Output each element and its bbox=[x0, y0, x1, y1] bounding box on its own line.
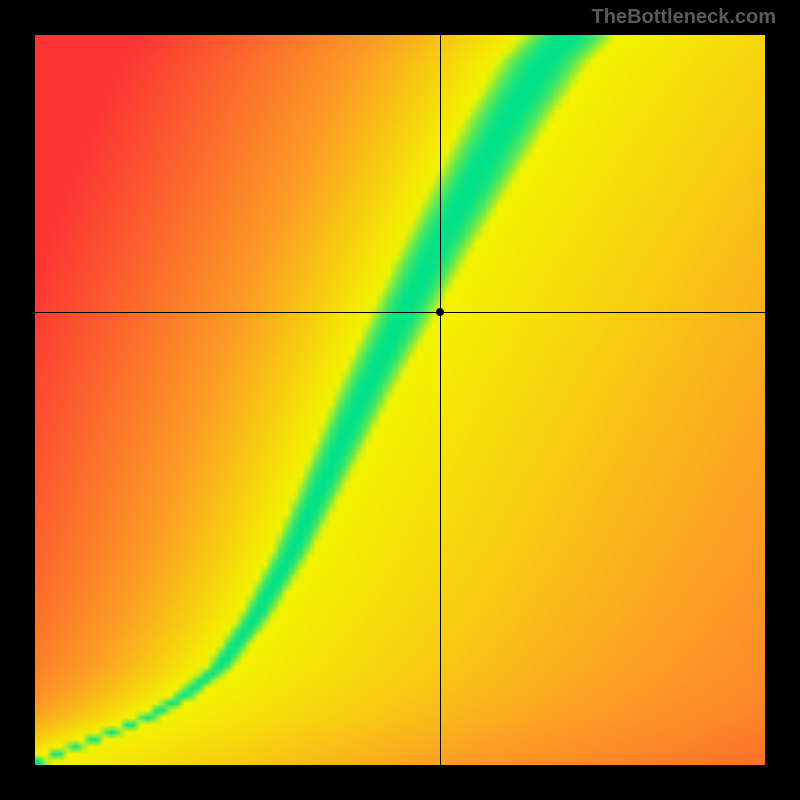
watermark-text: TheBottleneck.com bbox=[592, 6, 776, 29]
heatmap-chart bbox=[35, 35, 765, 765]
crosshair-marker bbox=[436, 308, 444, 316]
heatmap-canvas bbox=[35, 35, 765, 765]
crosshair-vertical bbox=[440, 35, 441, 765]
crosshair-horizontal bbox=[35, 312, 765, 313]
